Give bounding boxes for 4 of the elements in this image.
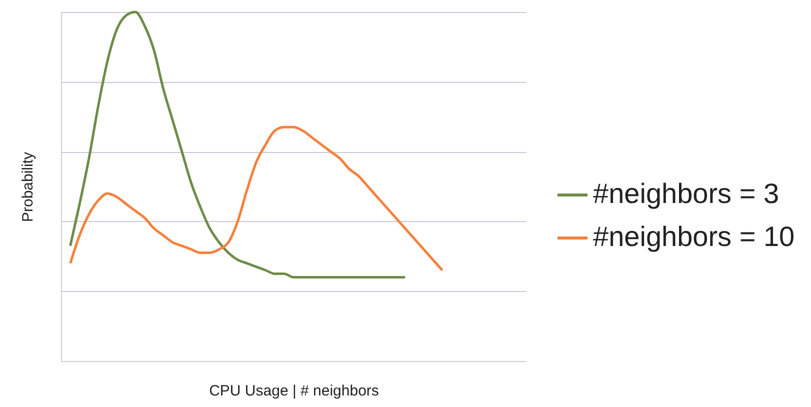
x-axis-title: CPU Usage | # neighbors [209, 382, 379, 400]
legend-label: #neighbors = 3 [593, 178, 780, 209]
y-axis-title: Probability [20, 151, 36, 222]
legend-label: #neighbors = 10 [593, 221, 795, 252]
